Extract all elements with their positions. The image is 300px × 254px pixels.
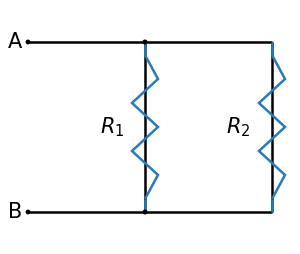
Text: $R_2$: $R_2$ [226,115,250,139]
Text: $R_1$: $R_1$ [100,115,124,139]
Text: A: A [8,32,22,52]
Circle shape [143,210,147,214]
Text: B: B [8,202,22,222]
Circle shape [143,40,147,44]
